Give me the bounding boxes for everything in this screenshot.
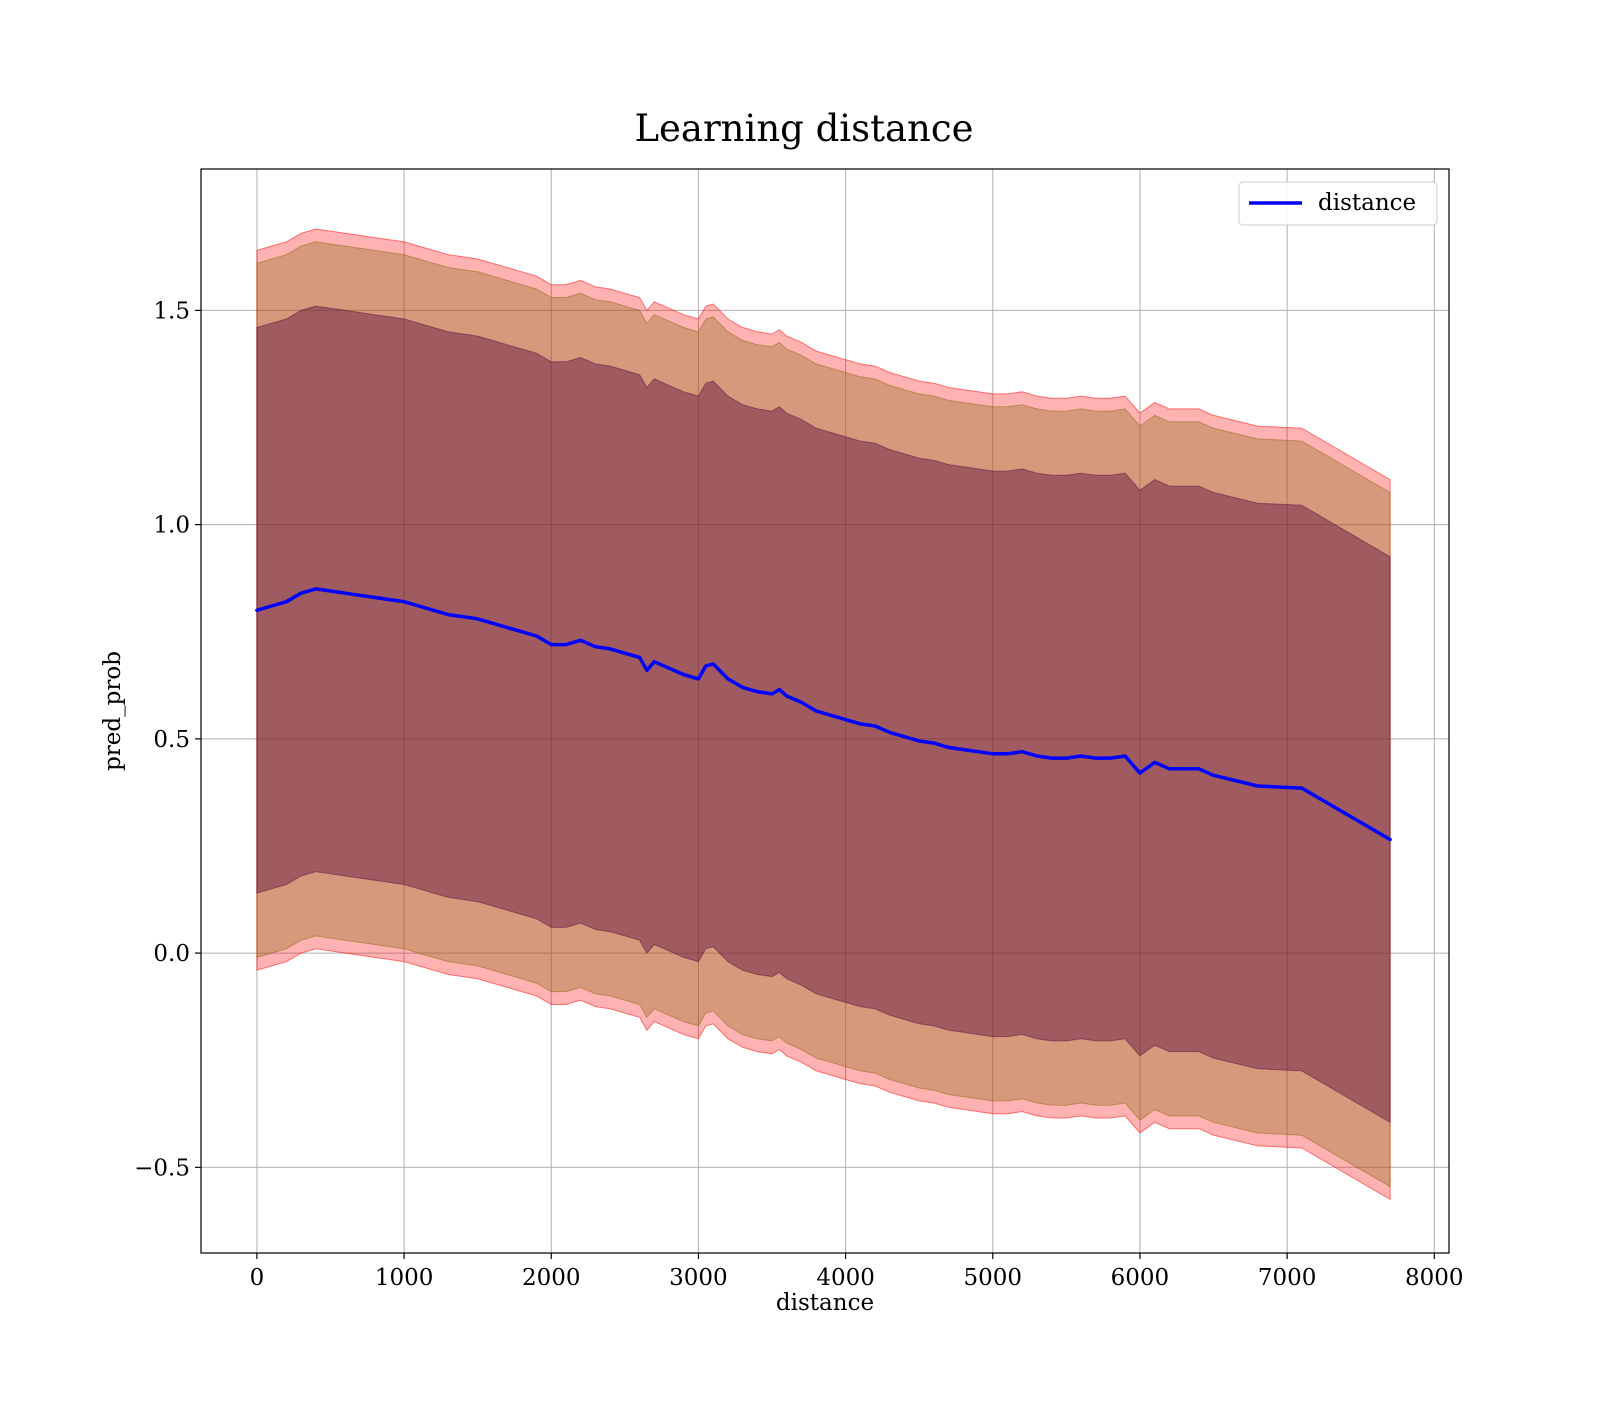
x-axis-ticks: 0 1000 2000 3000 4000 5000 6000 7000 8000 xyxy=(250,1253,1464,1291)
x-axis-label: distance xyxy=(776,1290,874,1316)
plot-area-frame xyxy=(200,168,1450,1254)
grid-layer xyxy=(201,169,1449,1253)
chart-title: Learning distance xyxy=(634,107,973,150)
series-layer xyxy=(255,587,1392,842)
y-tick-label-2: 0.5 xyxy=(153,727,190,753)
x-tick-label-1: 1000 xyxy=(375,1265,434,1291)
series-line-distance xyxy=(255,587,1392,842)
y-tick-label-1: 0.0 xyxy=(153,941,190,967)
y-tick-label-0: −0.5 xyxy=(134,1155,190,1181)
x-tick-label-4: 4000 xyxy=(816,1265,875,1291)
x-tick-label-0: 0 xyxy=(250,1265,265,1291)
legend: distance xyxy=(1238,181,1438,226)
y-tick-label-4: 1.5 xyxy=(153,298,190,324)
y-axis-label: pred_prob xyxy=(100,651,126,771)
y-tick-label-3: 1.0 xyxy=(153,513,190,539)
x-tick-label-3: 3000 xyxy=(669,1265,728,1291)
x-tick-label-5: 5000 xyxy=(964,1265,1023,1291)
x-tick-label-2: 2000 xyxy=(522,1265,581,1291)
y-axis-ticks: −0.5 0.0 0.5 1.0 1.5 xyxy=(134,298,201,1181)
x-tick-label-6: 6000 xyxy=(1111,1265,1170,1291)
legend-box xyxy=(1238,181,1438,226)
x-tick-label-8: 8000 xyxy=(1405,1265,1464,1291)
legend-label-distance: distance xyxy=(1318,190,1416,216)
x-tick-label-7: 7000 xyxy=(1258,1265,1317,1291)
